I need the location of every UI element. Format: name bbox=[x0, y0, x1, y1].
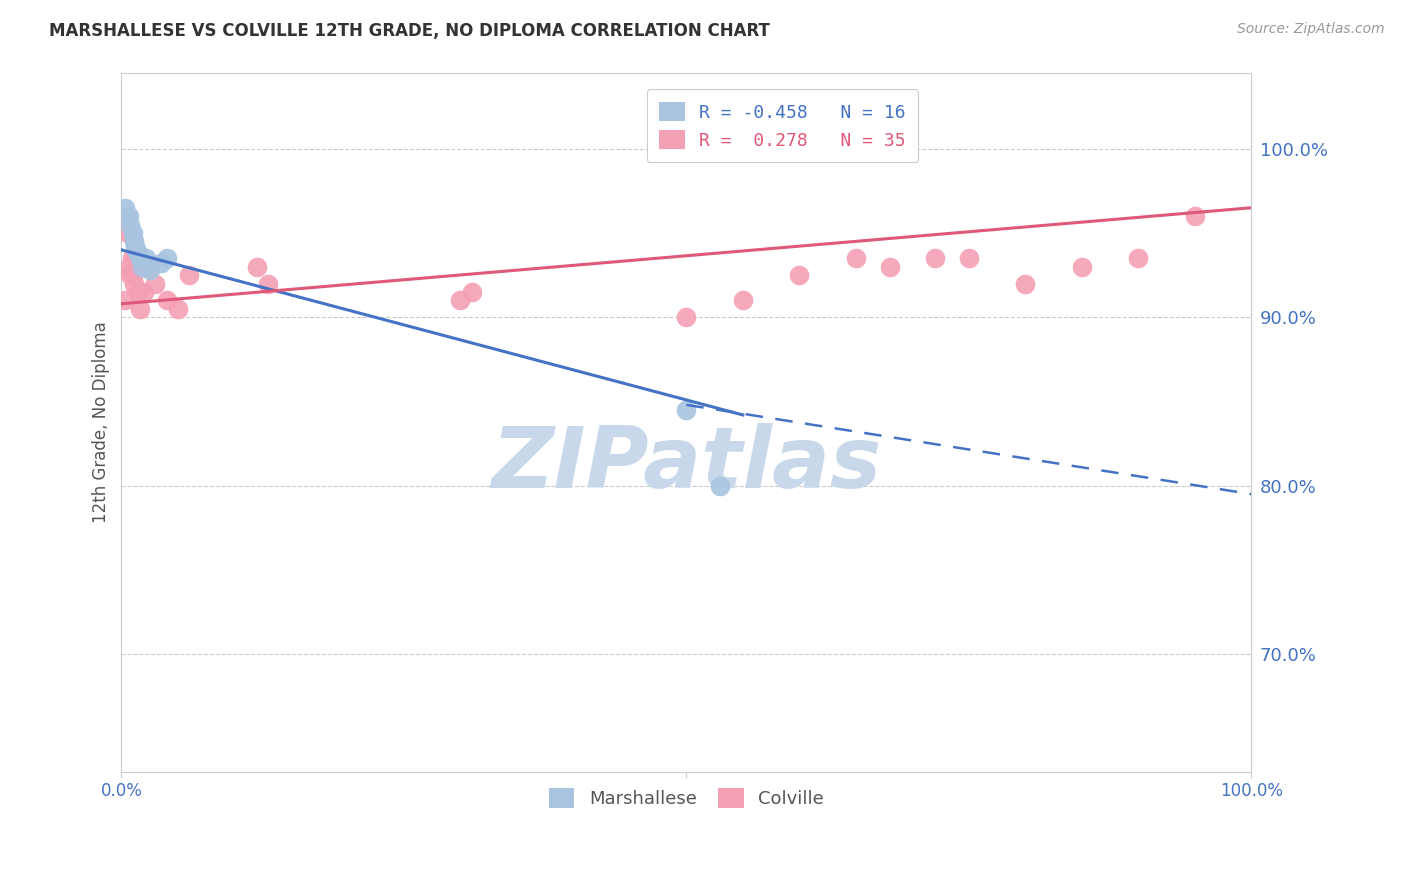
Point bbox=[124, 239, 146, 253]
Point bbox=[114, 293, 136, 308]
Point bbox=[957, 252, 980, 266]
Point bbox=[121, 226, 143, 240]
Point bbox=[122, 277, 145, 291]
Point bbox=[125, 243, 148, 257]
Point bbox=[150, 256, 173, 270]
Point bbox=[120, 268, 142, 282]
Point bbox=[789, 268, 811, 282]
Point bbox=[924, 252, 946, 266]
Text: Source: ZipAtlas.com: Source: ZipAtlas.com bbox=[1237, 22, 1385, 37]
Point bbox=[118, 209, 141, 223]
Point bbox=[1070, 260, 1092, 274]
Point bbox=[156, 293, 179, 308]
Point bbox=[138, 263, 160, 277]
Point bbox=[1128, 252, 1150, 266]
Point bbox=[135, 252, 157, 266]
Text: ZIPatlas: ZIPatlas bbox=[491, 423, 882, 506]
Point bbox=[122, 235, 145, 249]
Point bbox=[124, 252, 146, 266]
Point bbox=[461, 285, 484, 299]
Point bbox=[121, 252, 143, 266]
Point bbox=[125, 252, 148, 266]
Point bbox=[131, 260, 153, 274]
Point bbox=[114, 201, 136, 215]
Point bbox=[132, 285, 155, 299]
Point bbox=[246, 260, 269, 274]
Point bbox=[127, 260, 149, 274]
Point bbox=[449, 293, 471, 308]
Point bbox=[156, 252, 179, 266]
Point bbox=[731, 293, 754, 308]
Point bbox=[675, 310, 697, 325]
Point bbox=[143, 277, 166, 291]
Point bbox=[121, 268, 143, 282]
Point bbox=[1184, 209, 1206, 223]
Point bbox=[709, 479, 731, 493]
Point bbox=[117, 226, 139, 240]
Point bbox=[879, 260, 901, 274]
Point bbox=[675, 403, 697, 417]
Point bbox=[128, 252, 150, 266]
Point bbox=[127, 285, 149, 299]
Point bbox=[167, 301, 190, 316]
Point bbox=[128, 301, 150, 316]
Y-axis label: 12th Grade, No Diploma: 12th Grade, No Diploma bbox=[93, 322, 110, 524]
Point bbox=[127, 246, 149, 260]
Point bbox=[138, 260, 160, 274]
Point bbox=[115, 209, 138, 223]
Point bbox=[120, 218, 142, 232]
Point bbox=[1014, 277, 1036, 291]
Legend: Marshallese, Colville: Marshallese, Colville bbox=[541, 781, 831, 815]
Point bbox=[131, 260, 153, 274]
Text: MARSHALLESE VS COLVILLE 12TH GRADE, NO DIPLOMA CORRELATION CHART: MARSHALLESE VS COLVILLE 12TH GRADE, NO D… bbox=[49, 22, 770, 40]
Point bbox=[845, 252, 868, 266]
Point bbox=[257, 277, 280, 291]
Point bbox=[179, 268, 201, 282]
Point bbox=[118, 260, 141, 274]
